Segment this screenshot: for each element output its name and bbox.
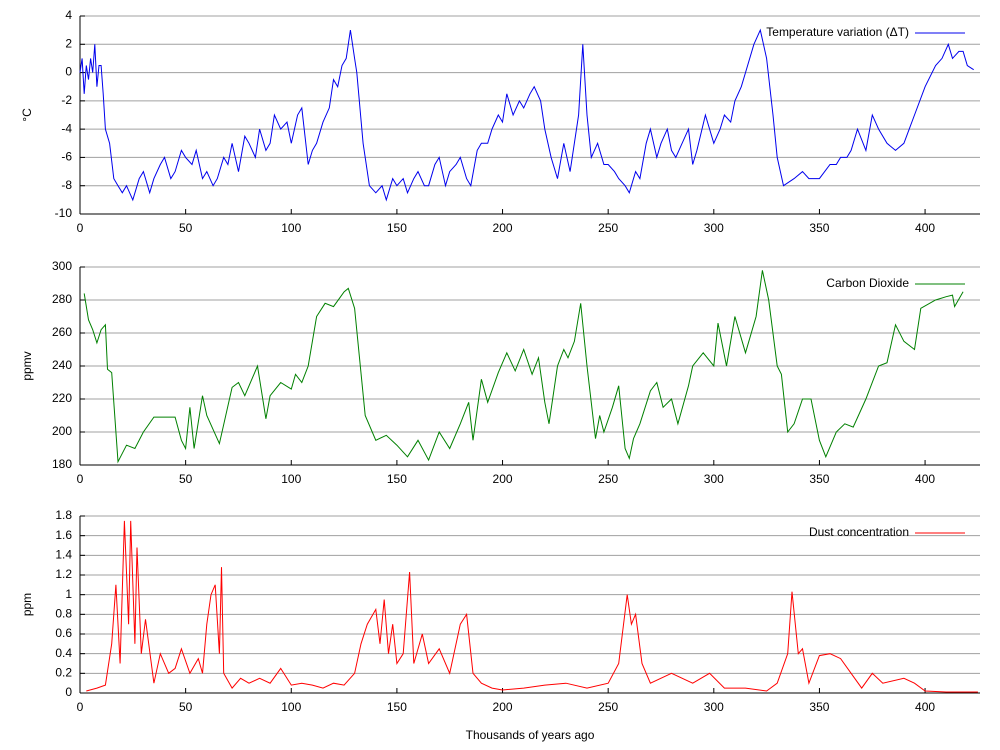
x-tick-label: 150 [387,472,407,486]
y-tick-label: 0 [65,65,72,79]
x-tick-label: 200 [493,700,513,714]
x-tick-label: 400 [915,221,935,235]
y-tick-label: 220 [52,391,72,405]
y-tick-label: 0.2 [55,666,72,680]
y-tick-label: 280 [52,292,72,306]
x-tick-label: 50 [179,700,193,714]
y-tick-label: 1.2 [55,567,72,581]
x-tick-label: 100 [281,472,301,486]
y-tick-label: 0.4 [55,646,72,660]
x-tick-label: 300 [704,221,724,235]
x-tick-label: 50 [179,472,193,486]
legend-label: Temperature variation (ΔT) [766,25,909,39]
x-tick-label: 200 [493,472,513,486]
x-tick-label: 0 [77,221,84,235]
x-tick-label: 300 [704,472,724,486]
y-axis-label: ppmv [20,351,34,380]
x-tick-label: 150 [387,221,407,235]
y-axis-label: ppm [20,593,34,616]
y-tick-label: 240 [52,358,72,372]
y-tick-label: 1 [65,587,72,601]
y-tick-label: 300 [52,259,72,273]
x-tick-label: 300 [704,700,724,714]
data-line [86,520,978,693]
y-tick-label: 1.8 [55,508,72,522]
y-axis-label: °C [20,108,34,122]
y-tick-label: 0.6 [55,626,72,640]
x-tick-label: 250 [598,472,618,486]
y-tick-label: 2 [65,36,72,50]
x-tick-label: 250 [598,221,618,235]
x-axis-label: Thousands of years ago [466,728,595,742]
x-tick-label: 200 [493,221,513,235]
y-tick-label: 1.6 [55,528,72,542]
x-tick-label: 350 [809,221,829,235]
y-tick-label: 260 [52,325,72,339]
x-tick-label: 400 [915,472,935,486]
y-tick-label: -4 [61,121,72,135]
legend-label: Carbon Dioxide [826,276,909,290]
y-tick-label: 0.8 [55,607,72,621]
x-tick-label: 0 [77,472,84,486]
y-tick-label: 180 [52,457,72,471]
y-tick-label: -6 [61,150,72,164]
x-tick-label: 350 [809,472,829,486]
legend-label: Dust concentration [809,525,909,539]
y-tick-label: 200 [52,424,72,438]
x-tick-label: 100 [281,700,301,714]
x-tick-label: 50 [179,221,193,235]
y-tick-label: -10 [55,206,73,220]
y-tick-label: 4 [65,8,72,22]
x-tick-label: 250 [598,700,618,714]
y-tick-label: -2 [61,93,72,107]
y-tick-label: 1.4 [55,548,72,562]
x-tick-label: 400 [915,700,935,714]
y-tick-label: 0 [65,685,72,699]
y-tick-label: -8 [61,178,72,192]
data-line [83,270,964,464]
data-line [79,28,974,202]
x-tick-label: 100 [281,221,301,235]
x-tick-label: 0 [77,700,84,714]
x-tick-label: 350 [809,700,829,714]
x-tick-label: 150 [387,700,407,714]
